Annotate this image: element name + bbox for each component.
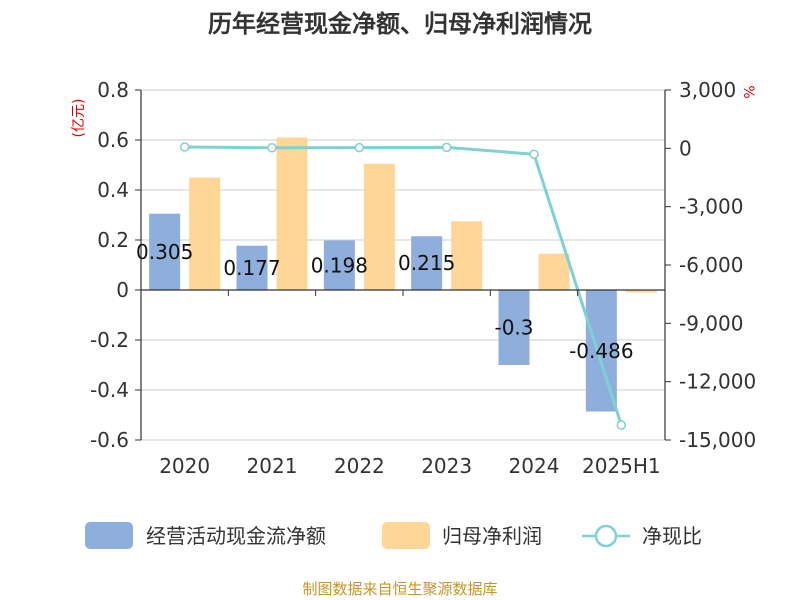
right-axis-tick-label: -6,000 — [679, 253, 743, 277]
left-axis-tick-label: 0.4 — [97, 178, 129, 202]
bars — [149, 137, 657, 412]
chart-title: 历年经营现金净额、归母净利润情况 — [208, 10, 592, 38]
right-axis-tick-label: 0 — [679, 136, 692, 160]
left-axis-tick-label: -0.6 — [90, 428, 129, 452]
legend-swatch-net-profit — [382, 522, 430, 549]
x-axis-tick-label: 2025H1 — [582, 454, 661, 478]
bar-cashflow — [323, 240, 355, 290]
left-axis-tick-label: 0.2 — [97, 228, 129, 252]
bar-net-profit — [538, 253, 570, 290]
right-axis-tick-label: -9,000 — [679, 311, 743, 335]
right-axis-tick-label: -12,000 — [679, 370, 756, 394]
point-ratio — [179, 142, 190, 152]
source-note: 制图数据来自恒生聚源数据库 — [302, 580, 497, 598]
bar-cashflow — [498, 290, 530, 365]
line-series — [179, 142, 627, 430]
left-axis-tick-label: -0.2 — [90, 328, 129, 352]
x-axis-tick-label: 2022 — [334, 454, 385, 478]
x-axis-tick-label: 2024 — [509, 454, 560, 478]
bar-cashflow — [149, 213, 181, 290]
left-axis-unit: (亿元) — [71, 99, 87, 138]
data-label-cashflow: 0.305 — [136, 240, 193, 264]
legend-swatch-cashflow — [85, 522, 133, 549]
data-label-cashflow: -0.486 — [569, 339, 633, 363]
legend-label-cashflow: 经营活动现金流净额 — [146, 524, 326, 548]
bar-cashflow — [236, 245, 268, 290]
right-axis-tick-label: -3,000 — [679, 195, 743, 219]
x-axis-tick-label: 2023 — [421, 454, 472, 478]
axes: -0.6 -0.4 -0.2 0 0.2 0.4 0.6 0.8 -15,000 -12,000 -… — [90, 78, 756, 478]
data-label-cashflow: 0.198 — [311, 253, 368, 277]
point-ratio — [616, 420, 627, 430]
x-axis-tick-label: 2020 — [159, 454, 210, 478]
legend-marker-ratio — [594, 524, 618, 548]
legend-label-net-profit: 归母净利润 — [442, 524, 542, 548]
legend: 经营活动现金流净额 归母净利润 净现比 — [85, 522, 702, 549]
point-ratio — [354, 142, 365, 153]
legend-label-ratio: 净现比 — [642, 524, 702, 548]
bar-net-profit — [276, 137, 308, 290]
bar-net-profit — [625, 290, 657, 293]
bar-cashflow — [411, 236, 443, 290]
point-ratio — [267, 143, 277, 153]
bar-net-profit — [363, 163, 395, 290]
bar-net-profit — [451, 221, 483, 290]
data-label-cashflow: 0.177 — [223, 256, 280, 280]
data-label-cashflow: 0.215 — [398, 251, 455, 275]
x-axis-tick-label: 2021 — [247, 454, 298, 478]
right-axis-unit: % — [740, 85, 756, 98]
right-axis-tick-label: -15,000 — [679, 428, 756, 452]
left-axis-tick-label: 0.6 — [97, 128, 129, 152]
left-axis-tick-label: 0.8 — [97, 78, 129, 102]
left-axis-tick-label: 0 — [116, 278, 129, 302]
data-label-cashflow: -0.3 — [494, 316, 533, 340]
point-ratio — [441, 142, 452, 153]
bar-net-profit — [189, 177, 221, 290]
data-labels: 0.305 0.177 0.198 0.215 -0.3 -0.486 — [136, 240, 634, 363]
right-axis-tick-label: 3,000 — [679, 78, 736, 102]
line-ratio — [184, 145, 623, 426]
point-ratio — [529, 149, 539, 159]
left-axis-tick-label: -0.4 — [90, 378, 129, 402]
